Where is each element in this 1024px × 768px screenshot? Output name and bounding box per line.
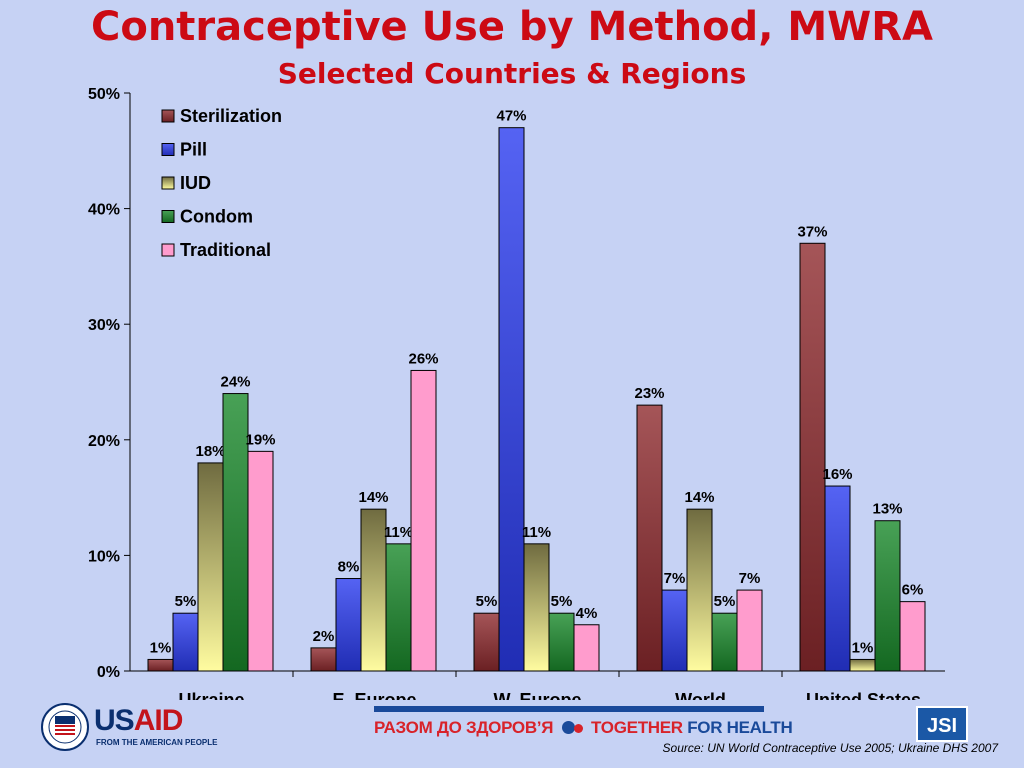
bar-pill: [498, 127, 525, 672]
source-note: Source: UN World Contraceptive Use 2005;…: [662, 741, 998, 755]
bar-sterilization: [310, 647, 337, 672]
bar-iud: [197, 462, 224, 672]
page-title: Contraceptive Use by Method, MWRA: [90, 4, 933, 50]
bar-traditional: [736, 589, 763, 672]
bar-traditional: [573, 624, 600, 672]
legend-label: Sterilization: [180, 106, 282, 126]
bar-condom: [548, 612, 575, 672]
bar-sterilization: [799, 242, 826, 672]
data-label: 13%: [872, 501, 902, 518]
legend-swatch: [161, 109, 175, 123]
banner-english-a: TOGETHER: [591, 718, 688, 737]
bar-pill: [824, 485, 851, 672]
bar-condom: [711, 612, 738, 672]
legend-swatch: [161, 210, 175, 223]
data-label: 7%: [664, 570, 686, 587]
y-tick-label: 30%: [88, 317, 120, 334]
bar-condom: [874, 520, 901, 672]
blue-dot-icon: [561, 721, 575, 734]
data-label: 5%: [551, 593, 573, 610]
bar-condom: [222, 393, 249, 672]
data-label: 6%: [902, 582, 924, 599]
bar-sterilization: [473, 612, 500, 672]
y-tick-label: 10%: [88, 548, 120, 565]
bar-chart: 0% 10% 20% 30% 40% 50% Ukraine E. Europe W. Euro…: [88, 86, 945, 700]
together-for-health-banner: РАЗОМ ДО ЗДОРОВ’Я TOGETHER FOR HEALTH: [374, 706, 793, 744]
bar-pill: [661, 589, 688, 672]
x-tick-label: World: [675, 690, 726, 700]
usaid-tagline: FROM THE AMERICAN PEOPLE: [96, 738, 218, 747]
data-label: 19%: [245, 431, 275, 448]
data-label: 8%: [338, 559, 360, 576]
y-tick-label: 20%: [88, 433, 120, 450]
data-label: 1%: [852, 639, 874, 656]
data-label: 37%: [797, 223, 827, 240]
bar-traditional: [247, 450, 274, 672]
legend-label: Condom: [180, 207, 253, 227]
bar-iud: [360, 508, 387, 672]
legend-label: IUD: [180, 173, 211, 193]
y-tick-label: 40%: [88, 202, 120, 219]
red-dot-icon: [573, 724, 583, 733]
bar-traditional: [899, 601, 926, 672]
chart-legend: Sterilization Pill IUD Condom Traditional: [161, 106, 282, 260]
data-label: 26%: [408, 350, 438, 367]
bar-sterilization: [636, 404, 663, 672]
data-label: 23%: [634, 385, 664, 402]
x-tick-label: Ukraine: [178, 690, 244, 700]
x-tick-label: E. Europe: [332, 690, 416, 700]
x-tick-label: United States: [806, 690, 921, 700]
bar-iud: [849, 658, 876, 672]
data-label: 5%: [476, 593, 498, 610]
data-label: 11%: [522, 524, 551, 541]
banner-bar: [374, 706, 764, 712]
data-label: 4%: [576, 605, 598, 622]
usaid-logo: USAID FROM THE AMERICAN PEOPLE: [40, 702, 220, 754]
jsi-logo: JSI: [916, 706, 968, 742]
data-label: 16%: [822, 466, 852, 483]
data-label: 5%: [714, 593, 736, 610]
legend-swatch: [161, 243, 175, 257]
legend-label: Traditional: [180, 240, 271, 260]
chart-bars: 1%5%18%24%19%2%8%14%11%26%5%47%11%5%4%23…: [147, 108, 926, 672]
page-subtitle: Selected Countries & Regions: [277, 57, 747, 90]
data-label: 11%: [384, 524, 413, 541]
data-label: 47%: [496, 108, 526, 125]
bar-traditional: [410, 369, 437, 672]
bar-condom: [385, 543, 412, 672]
data-label: 7%: [739, 570, 761, 587]
bar-pill: [335, 578, 362, 672]
legend-label: Pill: [180, 140, 207, 160]
legend-swatch: [161, 143, 175, 156]
bar-iud: [686, 508, 713, 672]
usaid-wordmark: USAID: [94, 704, 183, 737]
x-tick-label: W. Europe: [493, 690, 581, 700]
bar-iud: [523, 543, 550, 672]
data-label: 5%: [175, 593, 197, 610]
bar-sterilization: [147, 658, 174, 672]
banner-ukrainian: РАЗОМ ДО ЗДОРОВ’Я: [374, 718, 554, 737]
data-label: 14%: [684, 489, 714, 506]
data-label: 18%: [195, 443, 225, 460]
legend-swatch: [161, 176, 175, 190]
data-label: 24%: [220, 374, 250, 391]
data-label: 14%: [358, 489, 388, 506]
banner-english-b: FOR HEALTH: [687, 718, 793, 737]
bar-pill: [172, 612, 199, 672]
data-label: 1%: [150, 639, 172, 656]
y-tick-label: 0%: [97, 664, 120, 681]
usaid-seal-icon: [41, 703, 89, 751]
banner-text: РАЗОМ ДО ЗДОРОВ’Я TOGETHER FOR HEALTH: [374, 718, 793, 738]
data-label: 2%: [313, 628, 335, 645]
y-tick-label: 50%: [88, 86, 120, 103]
